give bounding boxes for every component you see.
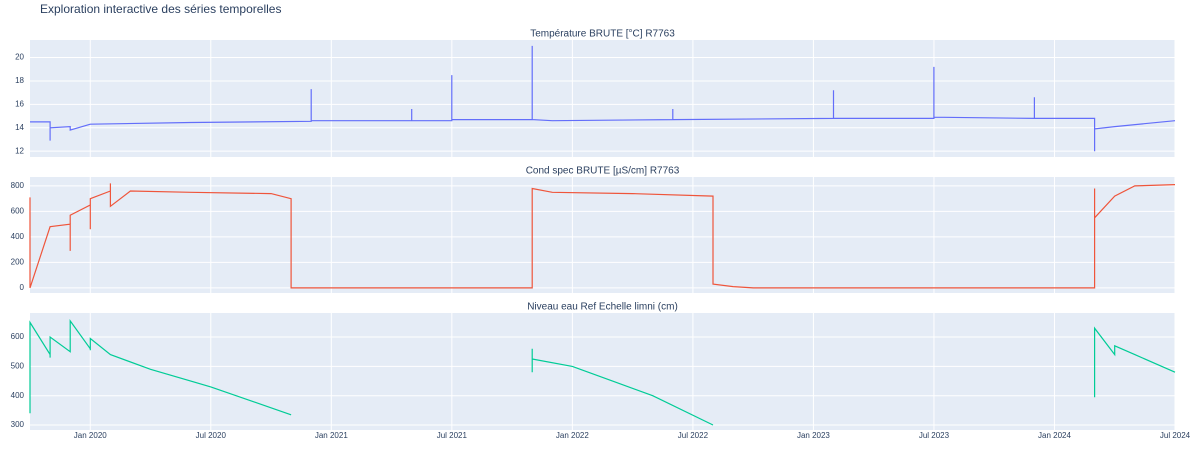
subplot-title: Cond spec BRUTE [µS/cm] R7763 (526, 166, 680, 177)
x-tick-label: Jul 2022 (678, 431, 709, 440)
x-tick-label: Jan 2021 (315, 431, 348, 440)
data-line (30, 45, 1176, 152)
plot-area (30, 177, 1175, 293)
plot-area (30, 313, 1175, 430)
x-tick-label: Jan 2024 (1038, 431, 1071, 440)
x-tick-label: Jan 2020 (74, 431, 107, 440)
y-tick-label: 600 (11, 332, 25, 341)
x-tick-label: Jul 2023 (919, 431, 950, 440)
y-tick-label: 500 (11, 361, 25, 370)
y-tick-label: 16 (15, 99, 24, 108)
data-line (29, 319, 1176, 426)
y-tick-label: 12 (15, 146, 24, 155)
y-tick-label: 0 (20, 283, 25, 292)
data-line (29, 183, 1176, 289)
y-tick-label: 200 (11, 258, 25, 267)
x-tick-label: Jan 2023 (797, 431, 830, 440)
page-title: Exploration interactive des séries tempo… (40, 2, 281, 16)
y-tick-label: 300 (11, 420, 25, 429)
x-tick-label: Jul 2020 (196, 431, 227, 440)
plot-area (30, 40, 1175, 157)
y-tick-label: 400 (11, 391, 25, 400)
y-tick-label: 800 (11, 181, 25, 190)
y-tick-label: 14 (15, 123, 24, 132)
x-tick-label: Jul 2024 (1160, 431, 1191, 440)
x-tick-label: Jan 2022 (556, 431, 589, 440)
y-tick-label: 600 (11, 207, 25, 216)
x-tick-label: Jul 2021 (437, 431, 468, 440)
subplot-title: Température BRUTE [°C] R7763 (530, 29, 675, 40)
y-tick-label: 20 (15, 53, 24, 62)
y-tick-label: 400 (11, 232, 25, 241)
subplot-title: Niveau eau Ref Echelle limni (cm) (527, 302, 678, 313)
y-tick-label: 18 (15, 76, 24, 85)
